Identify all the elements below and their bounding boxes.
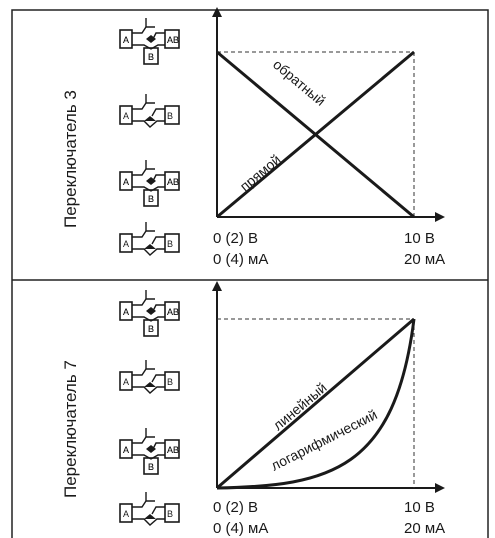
valve-symbol-1: A AB B — [119, 17, 180, 65]
direct-label: прямой — [237, 151, 284, 194]
panel-switch-7: Переключатель 7 A AB B A B A AB B A B — [61, 281, 445, 537]
x-max-voltage: 10 В — [404, 230, 435, 247]
valve-symbol-4: A B — [119, 221, 180, 256]
valve-symbol-7: A AB B — [119, 427, 180, 475]
valve-symbol-2: A B — [119, 93, 180, 128]
reverse-label: обратный — [270, 56, 329, 109]
valve-symbol-8: A B — [119, 491, 180, 526]
valve-port-b-6: B — [167, 377, 173, 387]
linear-label: линейный — [270, 379, 330, 433]
valve-port-b-8: B — [167, 509, 173, 519]
direct-line — [216, 50, 415, 219]
outer-frame — [11, 9, 489, 538]
valve-port-b-4: B — [167, 239, 173, 249]
valve-port-a-3: A — [123, 177, 129, 187]
panel-switch-3: Переключатель 3 A AB B A B A AB B A B — [61, 7, 445, 268]
valve-port-ab-3: AB — [167, 177, 179, 187]
valve-port-b-7: B — [148, 462, 154, 472]
x-min-voltage: 0 (2) В — [213, 230, 258, 247]
valve-port-ab-5: AB — [167, 307, 179, 317]
log-curve — [216, 318, 416, 490]
x-min-current: 0 (4) мА — [213, 251, 268, 268]
x-max-current: 20 мА — [404, 251, 445, 268]
valve-symbol-5: A AB B — [119, 289, 180, 337]
valve-port-a-6: A — [123, 377, 129, 387]
valve-port-b-2: B — [167, 111, 173, 121]
linear-line — [216, 317, 415, 490]
valve-port-a-1: A — [123, 35, 129, 45]
valve-port-b-5: B — [148, 324, 154, 334]
valve-port-a-5: A — [123, 307, 129, 317]
valve-port-ab-1: AB — [167, 35, 179, 45]
valve-symbol-6: A B — [119, 359, 180, 394]
valve-port-b-1: B — [148, 52, 154, 62]
switch-label: Переключатель 3 — [61, 90, 80, 228]
valve-port-a-7: A — [123, 445, 129, 455]
valve-port-a-2: A — [123, 111, 129, 121]
x-max-current: 20 мА — [404, 520, 445, 537]
x-min-current: 0 (4) мА — [213, 520, 268, 537]
valve-symbol-3: A AB B — [119, 159, 180, 207]
switch-label: Переключатель 7 — [61, 360, 80, 498]
valve-port-a-8: A — [123, 509, 129, 519]
valve-port-a-4: A — [123, 239, 129, 249]
x-min-voltage: 0 (2) В — [213, 499, 258, 516]
valve-port-ab-7: AB — [167, 445, 179, 455]
valve-port-b-3: B — [148, 194, 154, 204]
x-max-voltage: 10 В — [404, 499, 435, 516]
